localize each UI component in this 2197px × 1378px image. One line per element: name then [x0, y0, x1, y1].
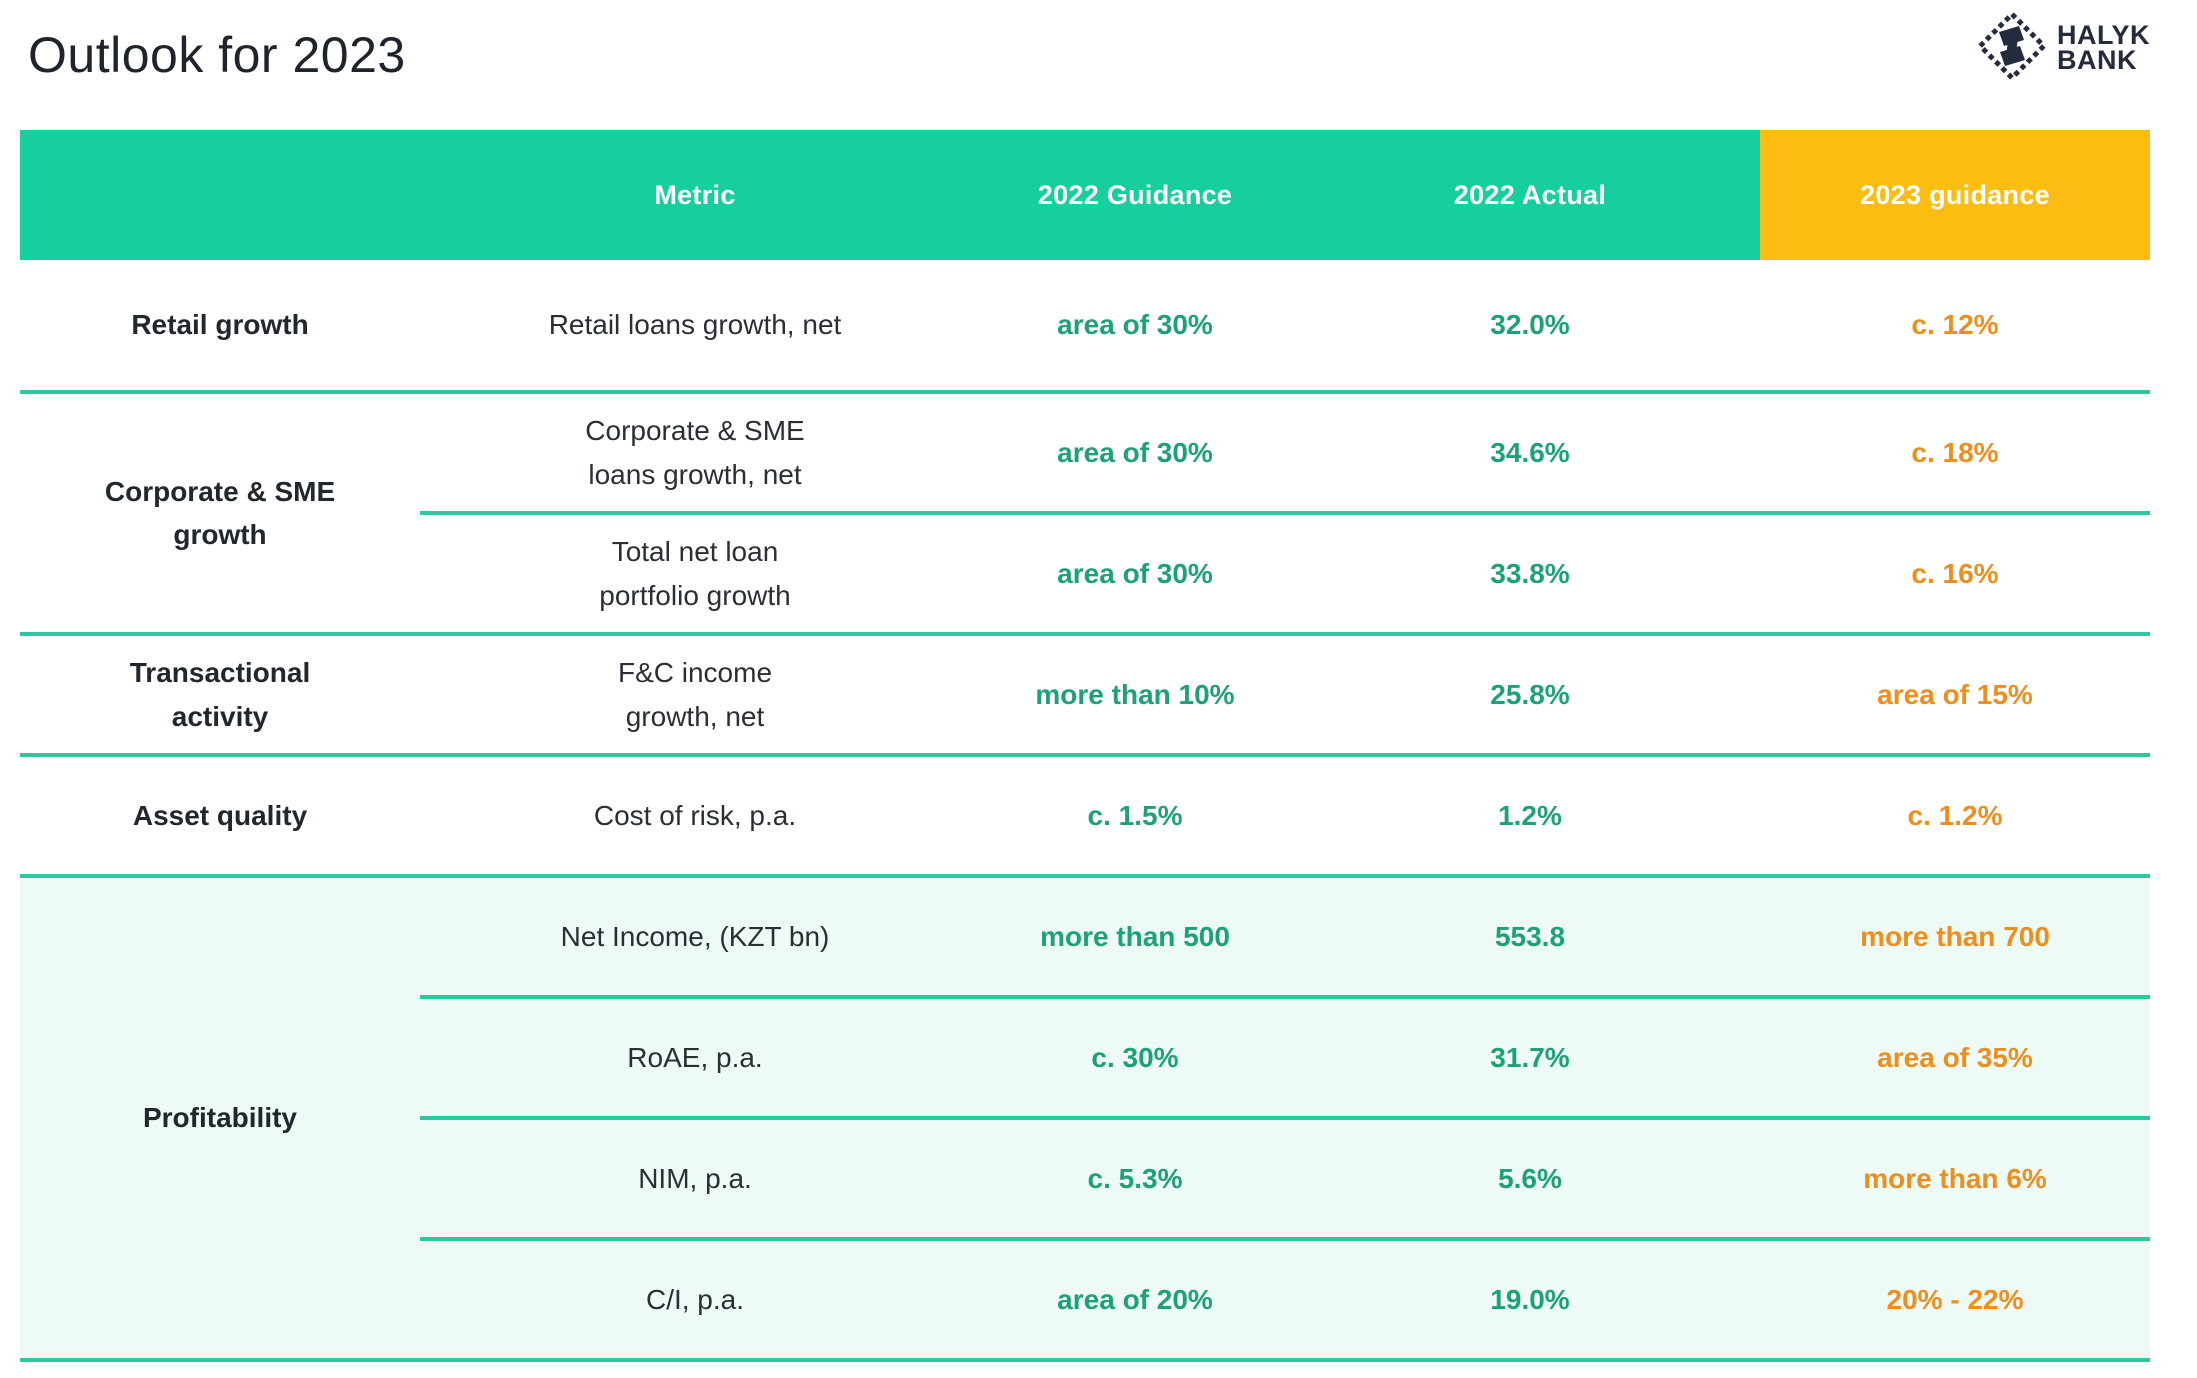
guidance-2022-cell: c. 30% — [970, 997, 1300, 1120]
table-row: Profitability Net Income, (KZT bn) more … — [20, 876, 2150, 1362]
guidance-2023-cell: c. 12% — [1760, 260, 2150, 394]
category-cell: Transactional activity — [20, 634, 420, 757]
guidance-2023-cell: more than 700 — [1760, 876, 2150, 999]
metric-cell: Retail loans growth, net — [420, 260, 970, 394]
category-cell: Profitability — [20, 876, 420, 1362]
guidance-2023-cell: c. 1.2% — [1760, 755, 2150, 878]
guidance-2022-cell: c. 5.3% — [970, 1118, 1300, 1241]
metric-cell: Corporate & SME loans growth, net — [420, 392, 970, 515]
guidance-2023-cell: c. 18% — [1760, 392, 2150, 515]
table-row: Asset quality Cost of risk, p.a. c. 1.5%… — [20, 755, 2150, 878]
outlook-table: Metric 2022 Guidance 2022 Actual 2023 gu… — [20, 130, 2150, 1362]
metric-cell: NIM, p.a. — [420, 1118, 970, 1241]
guidance-2022-cell: area of 30% — [970, 513, 1300, 636]
halyk-logo-text: HALYK BANK — [2056, 20, 2150, 75]
guidance-2022-cell: c. 1.5% — [970, 755, 1300, 878]
page-title: Outlook for 2023 — [28, 27, 406, 83]
table-row: Transactional activity F&C income growth… — [20, 634, 2150, 757]
actual-2022-cell: 1.2% — [1300, 755, 1760, 878]
header-2022-guidance: 2022 Guidance — [970, 130, 1300, 260]
category-cell: Retail growth — [20, 260, 420, 394]
actual-2022-cell: 33.8% — [1300, 513, 1760, 636]
metric-cell: Cost of risk, p.a. — [420, 755, 970, 878]
table-row: Total net loan portfolio growth area of … — [20, 513, 2150, 636]
guidance-2023-cell: more than 6% — [1760, 1118, 2150, 1241]
guidance-2022-cell: area of 30% — [970, 392, 1300, 515]
guidance-2022-cell: area of 30% — [970, 260, 1300, 394]
header-2022-actual: 2022 Actual — [1300, 130, 1760, 260]
actual-2022-cell: 5.6% — [1300, 1118, 1760, 1241]
guidance-2023-cell: 20% - 22% — [1760, 1239, 2150, 1362]
metric-cell: F&C income growth, net — [420, 634, 970, 757]
guidance-2022-cell: more than 10% — [970, 634, 1300, 757]
halyk-logo-icon — [1975, 9, 2049, 88]
guidance-2022-cell: area of 20% — [970, 1239, 1300, 1362]
top-bar: Outlook for 2023 HALYK BANK — [28, 0, 2150, 110]
table-row: RoAE, p.a. c. 30% 31.7% area of 35% — [20, 997, 2150, 1120]
metric-cell: RoAE, p.a. — [420, 997, 970, 1120]
actual-2022-cell: 25.8% — [1300, 634, 1760, 757]
table-row: Corporate & SME growth Corporate & SME l… — [20, 392, 2150, 636]
header-metric: Metric — [420, 130, 970, 260]
guidance-2023-cell: c. 16% — [1760, 513, 2150, 636]
halyk-logo: HALYK BANK — [1975, 9, 2150, 88]
table-row: Retail growth Retail loans growth, net a… — [20, 260, 2150, 394]
actual-2022-cell: 553.8 — [1300, 876, 1760, 999]
category-cell: Asset quality — [20, 755, 420, 878]
metric-cell: Net Income, (KZT bn) — [420, 876, 970, 999]
halyk-logo-line1: HALYK — [2056, 20, 2150, 51]
table-row: C/I, p.a. area of 20% 19.0% 20% - 22% — [20, 1239, 2150, 1362]
header-2023-guidance: 2023 guidance — [1760, 130, 2150, 260]
actual-2022-cell: 34.6% — [1300, 392, 1760, 515]
actual-2022-cell: 32.0% — [1300, 260, 1760, 394]
metric-cell: Total net loan portfolio growth — [420, 513, 970, 636]
metric-cell: C/I, p.a. — [420, 1239, 970, 1362]
header-category — [20, 130, 420, 260]
category-cell: Corporate & SME growth — [20, 392, 420, 636]
guidance-2023-cell: area of 15% — [1760, 634, 2150, 757]
actual-2022-cell: 19.0% — [1300, 1239, 1760, 1362]
guidance-2022-cell: more than 500 — [970, 876, 1300, 999]
header-row: Metric 2022 Guidance 2022 Actual 2023 gu… — [20, 130, 2150, 260]
halyk-logo-line2: BANK — [2056, 45, 2137, 75]
guidance-2023-cell: area of 35% — [1760, 997, 2150, 1120]
table-row: NIM, p.a. c. 5.3% 5.6% more than 6% — [20, 1118, 2150, 1241]
actual-2022-cell: 31.7% — [1300, 997, 1760, 1120]
